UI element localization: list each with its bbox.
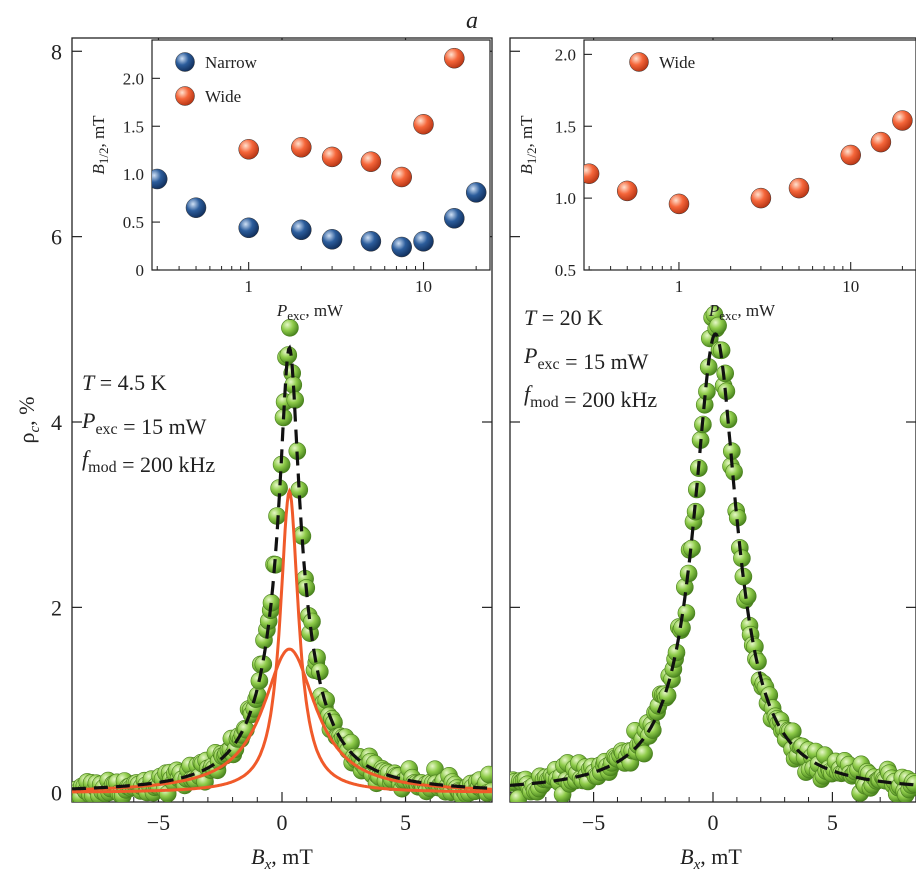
inset-a-ytick-label: 0.5: [123, 213, 144, 232]
inset-b-legend: Wide: [629, 52, 695, 72]
inset-b-xtick-label: 10: [842, 277, 859, 296]
main-a-ytick-label: 6: [51, 225, 62, 250]
inset-a-plot-area: [152, 47, 487, 258]
main-b-data-point: [683, 539, 701, 558]
inset-b-point: [750, 187, 772, 209]
inset-b-ylabel: B1/2, mT: [517, 115, 539, 175]
main-b-condition-line: T = 20 K: [524, 305, 603, 330]
inset-b-point: [892, 110, 913, 131]
inset-a-point: [321, 229, 343, 250]
inset-b-point: [840, 144, 861, 166]
inset-a-xtick-label: 1: [244, 277, 253, 296]
inset-a-point: [291, 137, 312, 158]
inset-b-legend-marker: [629, 52, 649, 72]
inset-a-point: [185, 197, 207, 218]
main-a-fit-curve: [72, 344, 492, 791]
main-a-ytick-label: 8: [51, 39, 62, 64]
main-b-fit-curve: [510, 332, 916, 787]
main-a-condition-line: fmod = 200 kHz: [82, 446, 215, 477]
inset-a-xtick-label: 10: [415, 277, 432, 296]
inset-b-frame: [583, 39, 916, 271]
main-b-plot-area: [510, 305, 916, 802]
inset-a-point: [291, 219, 312, 241]
inset-b-xtick-label: 1: [675, 277, 684, 296]
inset-a-point: [152, 168, 168, 190]
inset-b-point: [788, 177, 810, 199]
inset-a-point: [238, 217, 259, 239]
inset-b-legend-label: Wide: [659, 53, 695, 72]
inset-b-point: [616, 180, 638, 202]
inset-a-point: [444, 47, 465, 69]
inset-a-point: [321, 146, 343, 168]
main-a-ytick-label: 2: [51, 595, 62, 620]
inset-a-point: [360, 151, 382, 172]
inset-a-ytick-label: 1.5: [123, 117, 144, 136]
main-a-xlabel: Bx, mT: [251, 844, 313, 873]
inset-a-point: [444, 208, 465, 229]
main-b-xtick-label: 5: [827, 810, 838, 835]
main-b-xlabel: Bx, mT: [680, 844, 742, 873]
main-a-ytick-label: 4: [51, 410, 62, 435]
inset-a-point: [238, 139, 259, 160]
inset-a-ytick-label: 0: [136, 261, 145, 280]
inset-a-axes: 1 10 0 0.5 1.0 1.5 2.0 Pexc, mW B1/2, mT Narrow Wi…: [89, 39, 491, 323]
main-b-xtick-label: −5: [582, 810, 605, 835]
inset-a-point: [465, 182, 487, 203]
main-a-ytick-label: 0: [51, 781, 62, 806]
inset-a-point: [413, 114, 434, 135]
main-b-data-point: [738, 587, 757, 606]
main-a-xtick-label: 5: [400, 810, 411, 835]
inset-b-point: [870, 131, 892, 153]
main-b-xtick-label: 0: [708, 810, 719, 835]
main-a-condition-line: T = 4.5 K: [82, 370, 167, 395]
inset-b-ytick-label: 1.0: [555, 189, 576, 208]
main-b-data-point: [709, 316, 727, 335]
main-a-data-point: [480, 765, 492, 784]
inset-b-point: [584, 163, 600, 184]
main-b-condition-line: fmod = 200 kHz: [524, 381, 657, 412]
main-b-data-point: [716, 364, 735, 383]
inset-a-frame: [151, 39, 491, 271]
inset-a-ylabel: B1/2, mT: [89, 115, 111, 175]
inset-a-legend: Narrow Wide: [175, 52, 258, 106]
inset-a-ytick-label: 2.0: [123, 69, 144, 88]
inset-b-series-wide: [584, 110, 913, 215]
main-b-conditions: T = 20 K Pexc = 15 mW fmod = 200 kHz: [523, 305, 657, 412]
inset-a-legend-label: Narrow: [205, 53, 258, 72]
inset-a-series-narrow: [152, 168, 487, 258]
main-a-plot-area: [72, 318, 492, 802]
main-a-xtick-label: 0: [277, 810, 288, 835]
inset-b-xlabel: Pexc, mW: [708, 301, 776, 323]
inset-a-ytick-label: 1.0: [123, 165, 144, 184]
inset-b-point: [668, 193, 690, 215]
main-a-panel-letter: a: [466, 8, 478, 34]
main-a-data-point: [281, 318, 299, 337]
inset-a-legend-label: Wide: [205, 87, 241, 106]
main-a-xtick-label: −5: [147, 810, 170, 835]
inset-b-plot-area: [584, 110, 913, 215]
inset-b-axes: 1 10 0.5 1.0 1.5 2.0 Pexc, mW B1/2, mT Wide: [517, 39, 916, 323]
inset-a-legend-marker: [175, 86, 195, 106]
main-a-axes: −5 0 5 0 2 4 6 8 Bx, mT a T = 4.5 K Pexc = 15 mW fmo…: [51, 8, 493, 873]
main-a-component-wide: [72, 647, 492, 792]
main-b-condition-line: Pexc = 15 mW: [523, 343, 649, 374]
inset-b-ytick-label: 2.0: [555, 45, 576, 64]
main-a-ylabel: ρc, %: [14, 397, 43, 444]
inset-a-series-wide: [238, 47, 465, 188]
inset-a-point: [360, 231, 382, 252]
inset-a-point: [413, 231, 434, 252]
inset-a-point: [391, 166, 412, 188]
inset-a-xlabel: Pexc, mW: [276, 301, 344, 323]
inset-b-ytick-label: 1.5: [555, 117, 576, 136]
main-b-data-points: [510, 305, 916, 802]
inset-a-point: [391, 236, 412, 258]
main-b-data-point: [635, 744, 653, 763]
inset-b-ytick-label: 0.5: [555, 261, 576, 280]
main-a-condition-line: Pexc = 15 mW: [81, 408, 207, 439]
inset-a-legend-marker: [175, 52, 195, 72]
main-a-component-narrow: [72, 487, 492, 794]
main-a-conditions: T = 4.5 K Pexc = 15 mW fmod = 200 kHz: [81, 370, 215, 477]
